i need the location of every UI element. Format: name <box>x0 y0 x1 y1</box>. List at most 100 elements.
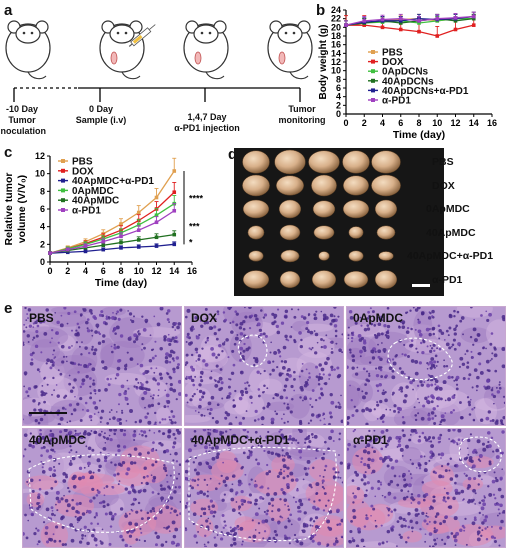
histology-tile: α-PD1 <box>346 428 506 548</box>
legend-entry: DOX <box>72 166 94 177</box>
y-tick-label: 0 <box>336 109 341 119</box>
x-tick-label: 12 <box>151 266 161 276</box>
data-point <box>344 23 348 27</box>
data-point <box>119 222 123 226</box>
data-point <box>136 210 141 215</box>
data-point <box>136 223 141 227</box>
panel-letter-b: b <box>316 2 326 19</box>
histology-tile: DOX <box>184 306 344 426</box>
timeline-text: Tumor <box>8 115 36 125</box>
data-point <box>172 232 177 237</box>
legend-marker <box>371 69 375 74</box>
data-point <box>172 169 177 173</box>
x-tick-label: 8 <box>118 266 123 276</box>
data-point <box>83 249 88 254</box>
x-tick-label: 6 <box>101 266 106 276</box>
y-tick-label: 2 <box>336 100 341 110</box>
tumor-specimen <box>274 149 306 175</box>
tumor-specimen <box>374 199 398 219</box>
legend-marker <box>61 208 65 212</box>
tumor-row-label: PBS <box>432 156 454 168</box>
y-axis-label: volume (V/V₀) <box>16 175 28 243</box>
data-point <box>101 239 106 244</box>
legend-entry: α-PD1 <box>72 206 101 217</box>
tumor-specimen <box>312 200 336 218</box>
mouse-icon <box>267 20 313 80</box>
y-tick-label: 4 <box>40 222 45 232</box>
data-point <box>453 19 458 23</box>
legend-marker <box>61 198 65 203</box>
histology-label: 0ApMDC <box>353 311 403 325</box>
series-line <box>49 233 175 254</box>
histology-tile: 40ApMDC+α-PD1 <box>184 428 344 548</box>
mouse-icon <box>5 20 51 80</box>
tumor-specimen <box>279 271 301 288</box>
histology-label: DOX <box>191 311 218 325</box>
he-stain-texture <box>23 307 181 425</box>
histology-tile: PBS <box>22 306 182 426</box>
panel-letter-d: d <box>228 146 238 163</box>
tumor-specimen <box>278 199 302 219</box>
y-tick-label: 10 <box>331 66 341 76</box>
timeline-text: inoculation <box>0 126 46 136</box>
data-point <box>136 245 141 249</box>
legend-marker <box>61 188 65 193</box>
y-tick-label: 2 <box>40 239 45 249</box>
data-point <box>136 238 141 242</box>
y-tick-label: 14 <box>331 48 341 58</box>
x-tick-label: 2 <box>362 118 367 128</box>
x-tick-label: 14 <box>169 266 179 276</box>
necrosis-outline <box>188 446 337 542</box>
series-line <box>345 18 474 26</box>
tumor-specimen <box>374 270 398 289</box>
data-point <box>119 240 123 245</box>
timeline-text: Sample (i.v) <box>75 115 127 125</box>
tumor-specimen <box>242 270 270 289</box>
data-point <box>398 27 403 32</box>
data-point <box>101 247 106 252</box>
timeline-day: -10 Day <box>5 104 39 114</box>
tumor-specimen <box>371 174 401 197</box>
legend-marker <box>61 168 65 173</box>
tumor-row-label: 40ApMDC+α-PD1 <box>407 250 494 262</box>
y-tick-label: 12 <box>35 151 45 161</box>
data-point <box>453 27 458 32</box>
tumor-specimen <box>318 251 330 261</box>
tumor-specimen <box>311 174 337 197</box>
data-point <box>154 244 159 248</box>
tumor-mark <box>194 51 202 65</box>
x-axis-label: Time (day) <box>393 129 445 141</box>
tumor-specimen <box>242 199 270 219</box>
significance-marker: *** <box>189 222 200 232</box>
data-point <box>154 220 159 225</box>
y-tick-label: 18 <box>331 31 341 41</box>
tumor-specimen <box>376 225 396 240</box>
histology-label: PBS <box>29 311 54 325</box>
tumor-specimen <box>247 225 265 240</box>
timeline-event-tumor-inoculation: -10 Day Tumor inoculation <box>0 104 50 137</box>
x-tick-label: 6 <box>398 118 403 128</box>
histology-label: 40ApMDC <box>29 433 86 447</box>
x-tick-label: 4 <box>380 118 385 128</box>
tumor-specimen <box>378 251 394 261</box>
necrosis-outline <box>458 436 502 473</box>
panel-letter-c: c <box>4 144 13 161</box>
x-axis-label: Time (day) <box>95 277 147 289</box>
data-point <box>398 21 403 25</box>
data-point <box>172 208 177 213</box>
legend-marker <box>61 159 65 163</box>
x-tick-label: 2 <box>65 266 70 276</box>
tumor-specimens <box>242 149 430 289</box>
timeline-text: monitoring <box>278 115 326 125</box>
x-tick-label: 4 <box>83 266 88 276</box>
timeline-event-monitoring: Tumor monitoring <box>274 104 330 126</box>
y-tick-label: 6 <box>40 204 45 214</box>
series-line <box>345 15 474 26</box>
data-point <box>65 247 70 252</box>
tumor-row-label: 40ApMDC <box>426 226 476 239</box>
y-axis-label: Body weight (g) <box>318 25 329 100</box>
mouse-icon <box>183 20 229 80</box>
y-tick-label: 0 <box>40 257 45 267</box>
series-line <box>346 24 474 37</box>
y-tick-label: 20 <box>331 22 341 32</box>
